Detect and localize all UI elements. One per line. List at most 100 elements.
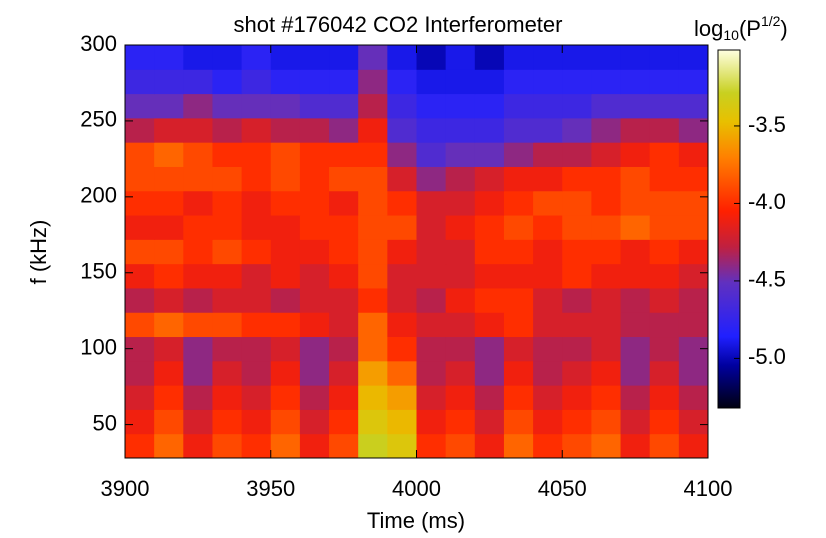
heatmap-cell: [358, 142, 388, 167]
heatmap-cell: [562, 312, 592, 338]
heatmap-cell: [416, 142, 447, 167]
heatmap-cell: [329, 336, 359, 362]
heatmap-cell: [183, 117, 213, 143]
heatmap-cell: [678, 69, 709, 95]
heatmap-cell: [212, 45, 243, 70]
heatmap-cell: [154, 117, 184, 143]
heatmap-cell: [241, 433, 272, 459]
heatmap-cell: [649, 312, 680, 338]
heatmap-cell: [241, 360, 272, 386]
heatmap-cell: [299, 190, 330, 216]
heatmap-cell: [678, 263, 709, 289]
heatmap-cell: [474, 287, 505, 313]
heatmap-cell: [154, 312, 184, 338]
heatmap-cell: [416, 215, 447, 240]
heatmap-cell: [358, 190, 388, 216]
heatmap-cell: [591, 142, 622, 167]
heatmap-cell: [183, 142, 213, 167]
heatmap-cell: [503, 69, 534, 95]
heatmap-cell: [416, 409, 447, 435]
heatmap-cell: [678, 190, 709, 216]
heatmap-cell: [125, 239, 155, 265]
heatmap-cell: [678, 287, 709, 313]
heatmap-cell: [591, 336, 622, 362]
x-tick-label: 4100: [684, 476, 733, 501]
heatmap-cell: [416, 239, 447, 265]
heatmap-cell: [503, 336, 534, 362]
colorbar-label-end: ): [780, 16, 787, 41]
heatmap-cell: [387, 69, 417, 95]
heatmap-cell: [416, 433, 447, 459]
heatmap-cell: [125, 142, 155, 167]
heatmap-cell: [678, 45, 709, 70]
heatmap-cell: [329, 263, 359, 289]
y-tick-label: 200: [80, 183, 117, 208]
heatmap-cell: [299, 360, 330, 386]
heatmap-cell: [620, 190, 651, 216]
heatmap-cell: [503, 360, 534, 386]
heatmap-cell: [329, 117, 359, 143]
heatmap-cell: [270, 385, 301, 410]
heatmap-cell: [474, 215, 505, 240]
heatmap-cell: [533, 409, 563, 435]
heatmap-cell: [562, 45, 592, 70]
heatmap-cell: [154, 215, 184, 240]
heatmap-cell: [387, 142, 417, 167]
heatmap-cell: [358, 433, 388, 459]
heatmap-cell: [125, 117, 155, 143]
heatmap-cell: [678, 385, 709, 410]
heatmap-cell: [591, 93, 622, 119]
heatmap-cell: [299, 93, 330, 119]
heatmap-cell: [533, 433, 563, 459]
heatmap-cell: [299, 312, 330, 338]
heatmap-cell: [649, 409, 680, 435]
heatmap-cell: [620, 287, 651, 313]
heatmap-cell: [358, 69, 388, 95]
heatmap-cell: [678, 215, 709, 240]
heatmap-cell: [299, 336, 330, 362]
heatmap-cell: [183, 69, 213, 95]
heatmap-cell: [270, 93, 301, 119]
heatmap-cell: [387, 409, 417, 435]
heatmap-cell: [620, 263, 651, 289]
heatmap-cell: [241, 409, 272, 435]
heatmap-cell: [562, 93, 592, 119]
heatmap-cell: [649, 360, 680, 386]
heatmap-cell: [154, 93, 184, 119]
heatmap-cell: [445, 312, 476, 338]
heatmap-cell: [678, 433, 709, 459]
heatmap-cell: [591, 312, 622, 338]
heatmap-cell: [387, 385, 417, 410]
heatmap-cell: [562, 336, 592, 362]
heatmap-cell: [620, 69, 651, 95]
heatmap-cell: [241, 336, 272, 362]
heatmap-cell: [212, 190, 243, 216]
heatmap-cell: [125, 360, 155, 386]
heatmap-cell: [299, 409, 330, 435]
heatmap-cell: [212, 385, 243, 410]
heatmap-cell: [562, 142, 592, 167]
heatmap-cell: [649, 190, 680, 216]
heatmap-cell: [474, 117, 505, 143]
heatmap-cell: [212, 69, 243, 95]
heatmap-cell: [503, 409, 534, 435]
heatmap-cell: [591, 45, 622, 70]
heatmap-cell: [533, 45, 563, 70]
heatmap-cell: [678, 239, 709, 265]
heatmap-cell: [416, 312, 447, 338]
heatmap-cell: [533, 117, 563, 143]
heatmap-cell: [416, 360, 447, 386]
heatmap-cell: [154, 385, 184, 410]
heatmap-cell: [154, 190, 184, 216]
heatmap-cell: [503, 166, 534, 192]
heatmap-cell: [299, 45, 330, 70]
heatmap-cell: [299, 239, 330, 265]
heatmap-cell: [591, 433, 622, 459]
heatmap-cell: [620, 385, 651, 410]
heatmap-cell: [299, 263, 330, 289]
heatmap-cell: [533, 190, 563, 216]
heatmap-cell: [212, 433, 243, 459]
heatmap-cell: [241, 190, 272, 216]
heatmap-cell: [533, 336, 563, 362]
